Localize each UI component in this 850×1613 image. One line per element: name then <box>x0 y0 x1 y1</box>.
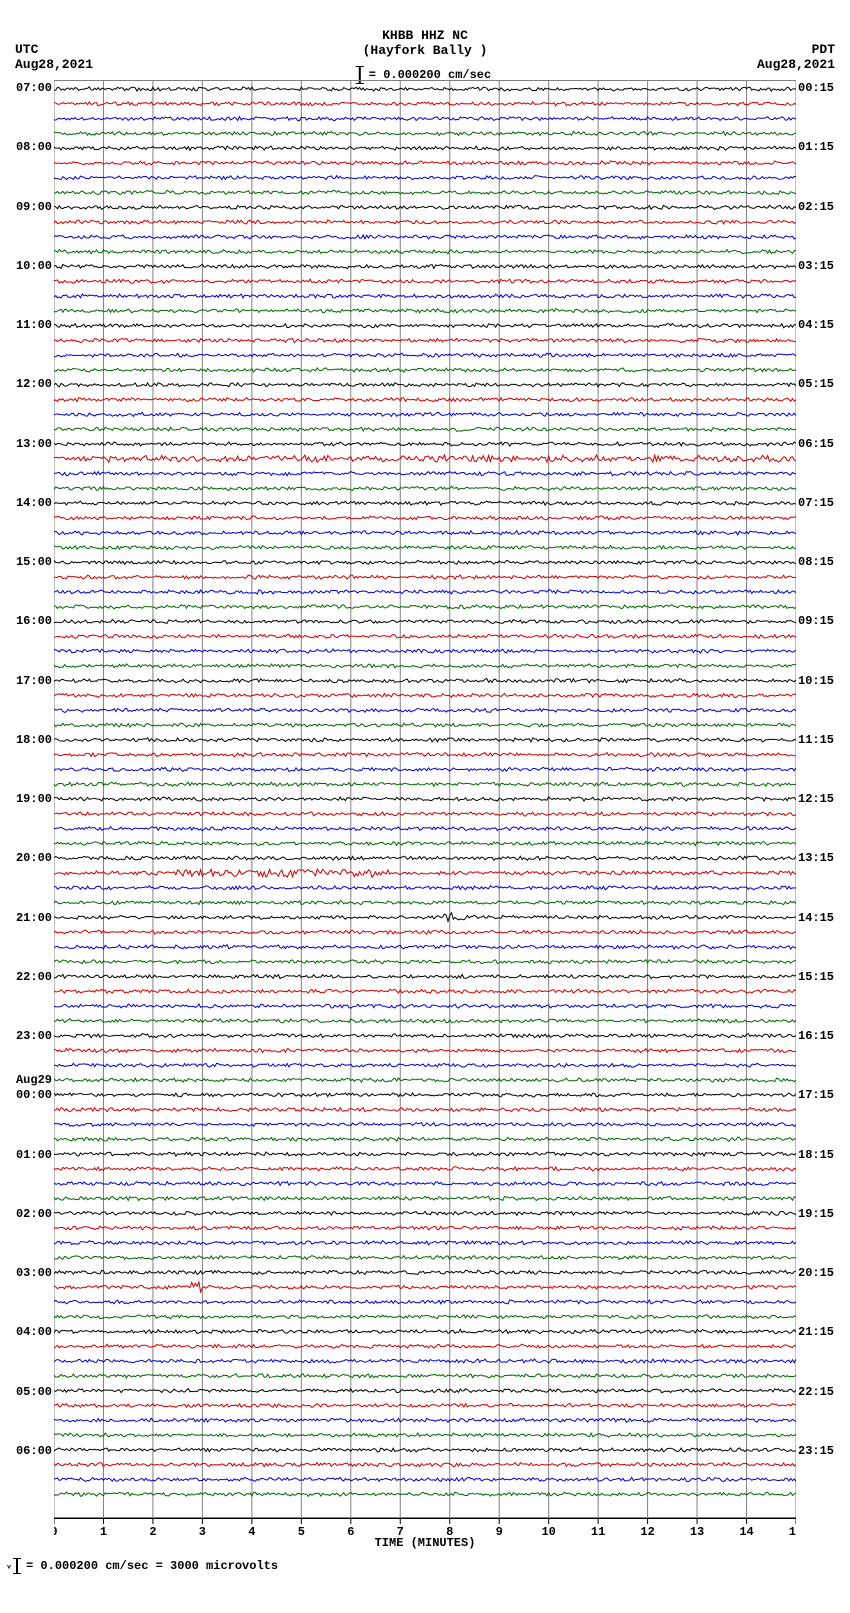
right-time-label: 16:15 <box>798 1029 834 1043</box>
right-time-label: 19:15 <box>798 1207 834 1221</box>
svg-text:9: 9 <box>496 1525 503 1539</box>
right-time-label: 01:15 <box>798 140 834 154</box>
title-block: KHBB HHZ NC (Hayfork Bally ) <box>363 28 488 58</box>
svg-text:1: 1 <box>100 1525 107 1539</box>
tz-right-date: Aug28,2021 <box>757 57 835 72</box>
left-time-label: 00:00 <box>16 1088 52 1102</box>
left-time-label: 08:00 <box>16 140 52 154</box>
left-time-label: 10:00 <box>16 259 52 273</box>
left-time-label: 09:00 <box>16 200 52 214</box>
right-time-label: 14:15 <box>798 911 834 925</box>
header: KHBB HHZ NC (Hayfork Bally ) = 0.000200 … <box>0 0 850 80</box>
left-time-label: Aug29 <box>16 1073 52 1087</box>
left-time-label: 07:00 <box>16 81 52 95</box>
right-time-label: 09:15 <box>798 614 834 628</box>
svg-text:3: 3 <box>199 1525 206 1539</box>
footer-wave-icon: ᵥ <box>6 1561 12 1572</box>
left-time-label: 12:00 <box>16 377 52 391</box>
right-time-label: 10:15 <box>798 674 834 688</box>
right-time-label: 05:15 <box>798 377 834 391</box>
left-time-label: 17:00 <box>16 674 52 688</box>
right-time-label: 12:15 <box>798 792 834 806</box>
left-time-label: 23:00 <box>16 1029 52 1043</box>
svg-text:15: 15 <box>789 1525 796 1539</box>
right-time-label: 18:15 <box>798 1148 834 1162</box>
station-name: (Hayfork Bally ) <box>363 43 488 58</box>
tz-left: UTC Aug28,2021 <box>15 42 93 72</box>
svg-text:10: 10 <box>541 1525 555 1539</box>
svg-text:8: 8 <box>446 1525 453 1539</box>
right-time-label: 02:15 <box>798 200 834 214</box>
right-time-label: 07:15 <box>798 496 834 510</box>
svg-text:12: 12 <box>640 1525 654 1539</box>
right-time-label: 08:15 <box>798 555 834 569</box>
svg-text:0: 0 <box>54 1525 58 1539</box>
svg-text:5: 5 <box>298 1525 305 1539</box>
left-time-label: 02:00 <box>16 1207 52 1221</box>
left-time-label: 06:00 <box>16 1444 52 1458</box>
left-time-label: 03:00 <box>16 1266 52 1280</box>
tz-left-label: UTC <box>15 42 93 57</box>
footer-scale-bar-icon <box>16 1558 18 1574</box>
left-time-label: 05:00 <box>16 1385 52 1399</box>
right-time-label: 23:15 <box>798 1444 834 1458</box>
left-time-label: 13:00 <box>16 437 52 451</box>
footer: ᵥ = 0.000200 cm/sec = 3000 microvolts <box>0 1546 850 1574</box>
svg-text:7: 7 <box>397 1525 404 1539</box>
svg-text:2: 2 <box>149 1525 156 1539</box>
left-time-label: 14:00 <box>16 496 52 510</box>
right-time-label: 11:15 <box>798 733 834 747</box>
seismogram-plot <box>54 80 796 1518</box>
svg-text:11: 11 <box>591 1525 605 1539</box>
x-axis: TIME (MINUTES) 0123456789101112131415 <box>54 1518 796 1546</box>
right-time-label: 17:15 <box>798 1088 834 1102</box>
right-time-label: 00:15 <box>798 81 834 95</box>
plot-area: 07:00 08:00 09:00 10:00 11:00 12:00 13:00 14:00… <box>0 80 850 1546</box>
svg-text:6: 6 <box>347 1525 354 1539</box>
left-time-label: 16:00 <box>16 614 52 628</box>
left-time-label: 21:00 <box>16 911 52 925</box>
left-time-label: 01:00 <box>16 1148 52 1162</box>
right-time-label: 21:15 <box>798 1325 834 1339</box>
station-id: KHBB HHZ NC <box>363 28 488 43</box>
tz-right-label: PDT <box>757 42 835 57</box>
right-time-label: 22:15 <box>798 1385 834 1399</box>
right-time-label: 04:15 <box>798 318 834 332</box>
svg-text:14: 14 <box>739 1525 753 1539</box>
right-time-label: 03:15 <box>798 259 834 273</box>
right-time-label: 15:15 <box>798 970 834 984</box>
left-time-label: 18:00 <box>16 733 52 747</box>
left-time-label: 22:00 <box>16 970 52 984</box>
right-time-label: 06:15 <box>798 437 834 451</box>
right-time-label: 20:15 <box>798 1266 834 1280</box>
left-time-label: 20:00 <box>16 851 52 865</box>
left-time-label: 15:00 <box>16 555 52 569</box>
left-time-label: 04:00 <box>16 1325 52 1339</box>
left-time-label: 19:00 <box>16 792 52 806</box>
svg-text:4: 4 <box>248 1525 255 1539</box>
right-time-label: 13:15 <box>798 851 834 865</box>
left-time-label: 11:00 <box>16 318 52 332</box>
tz-right: PDT Aug28,2021 <box>757 42 835 72</box>
seismogram-page: KHBB HHZ NC (Hayfork Bally ) = 0.000200 … <box>0 0 850 1574</box>
tz-left-date: Aug28,2021 <box>15 57 93 72</box>
svg-text:13: 13 <box>690 1525 704 1539</box>
footer-text: = 0.000200 cm/sec = 3000 microvolts <box>26 1559 278 1573</box>
